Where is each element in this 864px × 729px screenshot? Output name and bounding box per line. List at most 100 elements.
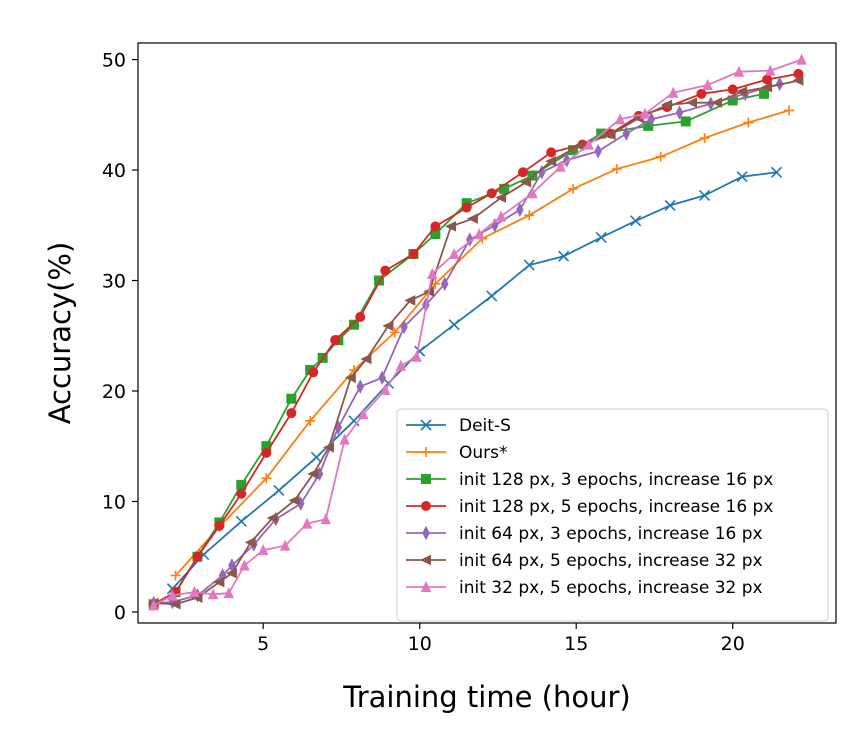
legend-marker — [420, 419, 432, 431]
data-point — [236, 479, 247, 490]
data-point — [356, 379, 364, 394]
legend-box — [396, 408, 829, 622]
data-point — [491, 218, 499, 233]
data-point — [568, 145, 579, 156]
data-point — [448, 248, 460, 260]
data-point — [288, 495, 300, 506]
data-point — [727, 84, 738, 95]
data-point — [759, 88, 770, 99]
data-point — [486, 290, 498, 302]
x-tick-label: 20 — [721, 633, 745, 655]
legend: Deit-S Ours* init 128 px, 3 epochs, increa… — [396, 408, 829, 622]
data-point — [770, 166, 783, 178]
legend-entry: init 64 px, 5 epochs, increase 32 px — [406, 551, 763, 571]
data-point — [516, 202, 524, 218]
y-tick-label: 20 — [102, 381, 126, 403]
y-tick-label: 50 — [102, 50, 126, 72]
legend-entry: init 64 px, 3 epochs, increase 16 px — [406, 524, 763, 544]
data-point — [322, 442, 334, 453]
data-point — [546, 147, 557, 158]
data-point — [404, 295, 416, 306]
legend-label: init 128 px, 3 epochs, increase 16 px — [459, 470, 773, 490]
series-1 — [166, 166, 783, 595]
data-point — [308, 367, 319, 378]
data-point — [239, 559, 250, 571]
data-point — [389, 327, 400, 338]
data-point — [355, 311, 366, 322]
data-point — [411, 350, 422, 362]
data-point — [622, 126, 631, 141]
data-point — [568, 183, 579, 194]
data-point — [647, 111, 656, 127]
data-point — [486, 188, 497, 199]
data-point — [170, 570, 181, 581]
data-point — [698, 189, 711, 202]
data-point — [727, 95, 738, 106]
data-point — [594, 144, 602, 159]
plot-frame — [137, 42, 837, 624]
legend-marker — [421, 474, 431, 484]
legend-entry: init 128 px, 3 epochs, increase 16 px — [406, 470, 773, 490]
data-point — [555, 160, 566, 172]
data-point — [344, 372, 356, 383]
data-point — [765, 64, 776, 76]
data-point — [286, 393, 297, 404]
data-point — [655, 151, 666, 162]
data-point — [380, 265, 391, 276]
data-point — [523, 259, 535, 271]
y-tick-label: 30 — [102, 271, 126, 293]
y-tick-label: 0 — [114, 602, 126, 624]
data-point — [545, 155, 557, 167]
data-point — [167, 589, 178, 601]
legend-label: init 64 px, 3 epochs, increase 16 px — [459, 524, 763, 544]
data-point — [466, 213, 478, 224]
y-axis-ticks: 0 10 20 30 40 50 — [102, 50, 138, 624]
data-point — [223, 587, 235, 599]
data-point — [473, 228, 485, 240]
data-point — [517, 167, 528, 178]
data-point — [301, 517, 313, 529]
data-point — [630, 215, 642, 227]
data-point — [279, 539, 291, 551]
data-point — [320, 513, 332, 525]
data-point — [499, 183, 510, 194]
data-point — [339, 433, 350, 445]
legend-label: Deit-S — [459, 416, 511, 436]
data-point — [461, 202, 472, 213]
data-point — [761, 81, 773, 93]
data-point — [448, 319, 460, 331]
data-point — [520, 176, 532, 188]
data-point — [762, 74, 773, 85]
data-point — [225, 568, 237, 579]
data-point — [430, 221, 441, 232]
series-layer — [147, 53, 807, 611]
data-point — [236, 488, 247, 499]
legend-entry: Deit-S — [406, 416, 511, 436]
data-point — [380, 383, 391, 395]
data-point — [792, 75, 804, 86]
legend-entry: init 128 px, 5 epochs, increase 16 px — [406, 497, 773, 517]
data-point — [440, 276, 449, 292]
data-point — [524, 210, 535, 221]
data-point — [527, 170, 538, 181]
data-point — [261, 441, 272, 452]
data-point — [611, 163, 622, 174]
data-point — [707, 96, 715, 112]
data-point — [191, 592, 203, 603]
data-point — [675, 105, 684, 120]
data-point — [558, 250, 570, 262]
series-7 — [148, 53, 807, 611]
legend-marker — [421, 501, 431, 511]
data-point — [244, 537, 256, 548]
data-point — [711, 97, 723, 108]
data-point — [495, 210, 507, 222]
data-point — [680, 116, 691, 127]
data-point — [660, 99, 672, 111]
data-point — [743, 117, 754, 128]
data-point — [667, 86, 679, 98]
data-point — [614, 113, 626, 125]
data-point — [348, 415, 360, 427]
data-point — [445, 221, 457, 232]
data-point — [733, 65, 745, 77]
